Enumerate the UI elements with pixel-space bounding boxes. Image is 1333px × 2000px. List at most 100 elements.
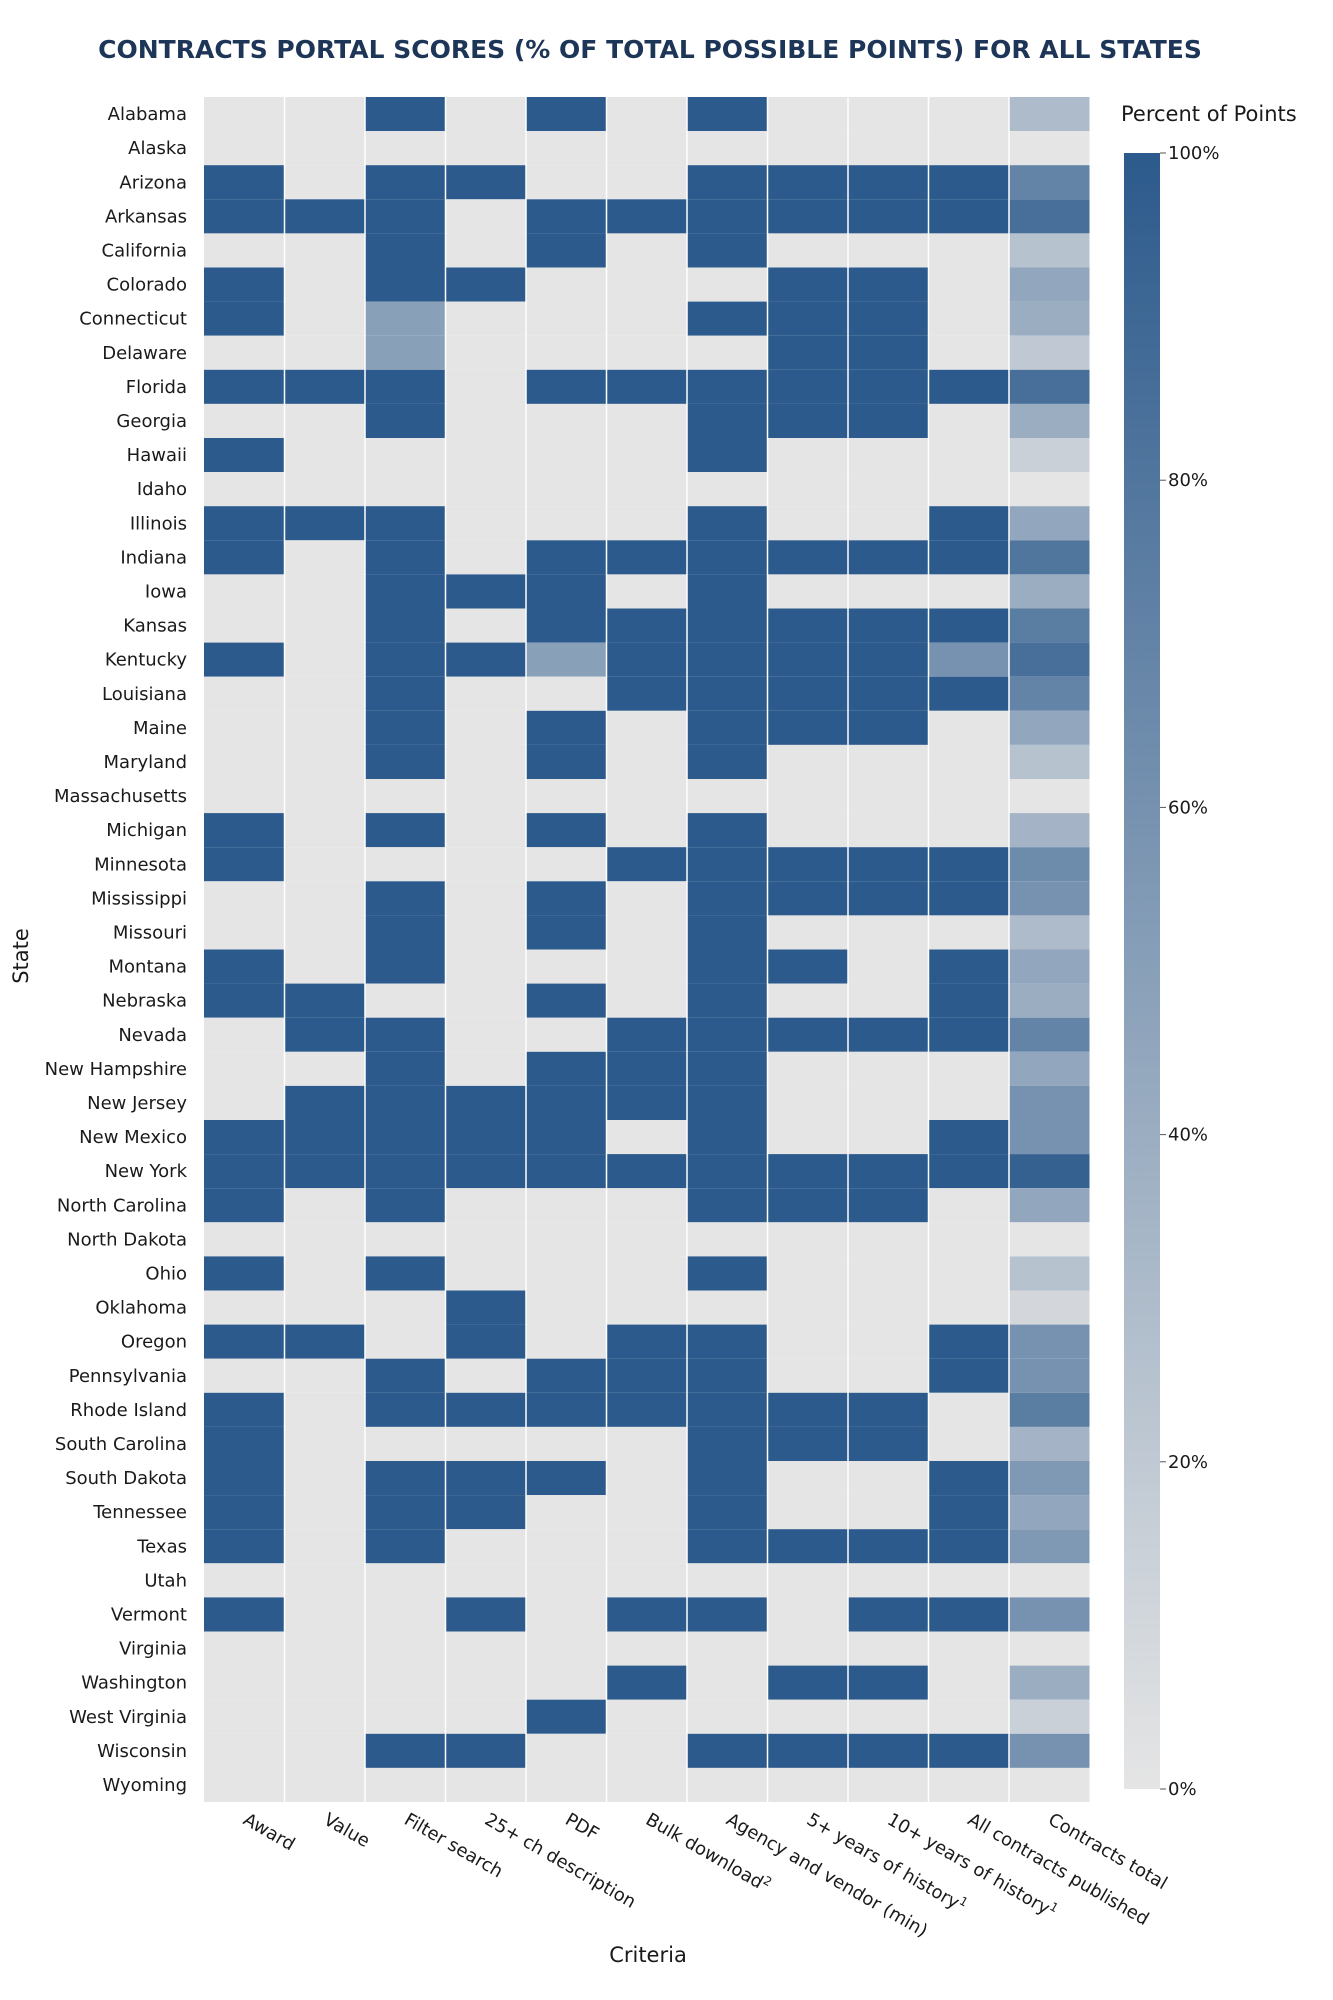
- heatmap-cell: [284, 1017, 365, 1052]
- heatmap-cell: [1009, 847, 1090, 882]
- heatmap-cell: [606, 233, 687, 268]
- heatmap-cell: [284, 1120, 365, 1155]
- heatmap-cell: [928, 608, 1009, 643]
- heatmap-cell: [284, 1051, 365, 1086]
- heatmap-cell: [204, 915, 285, 950]
- heatmap-cell: [848, 1426, 929, 1461]
- heatmap-cell: [365, 1529, 446, 1564]
- heatmap-cell: [365, 540, 446, 575]
- legend-title: Percent of Points: [1121, 102, 1297, 126]
- state-label: Montana: [109, 957, 187, 978]
- heatmap-cell: [1009, 1051, 1090, 1086]
- heatmap-cell: [928, 1699, 1009, 1734]
- heatmap-cell: [526, 915, 607, 950]
- heatmap-cell: [767, 1051, 848, 1086]
- heatmap-cell: [284, 847, 365, 882]
- heatmap-cell: [526, 608, 607, 643]
- heatmap-cell: [365, 847, 446, 882]
- state-label: Illinois: [130, 513, 187, 534]
- heatmap-cell: [1009, 983, 1090, 1018]
- heatmap-cell: [204, 881, 285, 916]
- heatmap-cell: [767, 165, 848, 200]
- heatmap-cell: [606, 1017, 687, 1052]
- heatmap-cell: [1009, 1188, 1090, 1223]
- heatmap-cell: [767, 608, 848, 643]
- heatmap-cell: [284, 744, 365, 779]
- heatmap-cell: [687, 438, 768, 473]
- heatmap-cell: [928, 779, 1009, 814]
- heatmap-cell: [526, 813, 607, 848]
- heatmap-cell: [687, 267, 768, 302]
- heatmap-cell: [767, 1699, 848, 1734]
- heatmap-cell: [526, 779, 607, 814]
- heatmap-cell: [526, 1665, 607, 1700]
- heatmap-cell: [1009, 574, 1090, 609]
- heatmap-cell: [928, 233, 1009, 268]
- heatmap-cell: [365, 608, 446, 643]
- state-label: Louisiana: [102, 684, 187, 705]
- heatmap-cell: [687, 710, 768, 745]
- heatmap-cell: [204, 779, 285, 814]
- heatmap-cell: [204, 1665, 285, 1700]
- heatmap-cell: [526, 1597, 607, 1632]
- heatmap-cell: [284, 1290, 365, 1325]
- state-label: West Virginia: [69, 1707, 187, 1728]
- heatmap-cell: [526, 472, 607, 507]
- heatmap-cell: [445, 165, 526, 200]
- heatmap-cell: [767, 1188, 848, 1223]
- heatmap-cell: [284, 97, 365, 132]
- heatmap-cell: [687, 335, 768, 370]
- state-label: Connecticut: [79, 309, 187, 330]
- heatmap-cell: [204, 540, 285, 575]
- criteria-label: Award: [240, 1809, 299, 1855]
- heatmap-cell: [1009, 710, 1090, 745]
- heatmap-cell: [445, 335, 526, 370]
- heatmap-cell: [526, 1461, 607, 1496]
- heatmap-cell: [365, 1051, 446, 1086]
- heatmap-cell: [606, 847, 687, 882]
- state-label: Alabama: [108, 104, 187, 125]
- legend-ticks: 100% 80% 60% 40% 20% 0%: [1160, 143, 1219, 1800]
- heatmap-cell: [848, 1733, 929, 1768]
- heatmap-cell: [284, 1324, 365, 1359]
- heatmap-cell: [365, 369, 446, 404]
- state-label: Michigan: [106, 820, 187, 841]
- heatmap-cell: [204, 1017, 285, 1052]
- heatmap-cell: [767, 1426, 848, 1461]
- heatmap-cell: [928, 1051, 1009, 1086]
- heatmap-cell: [445, 779, 526, 814]
- heatmap-cell: [687, 472, 768, 507]
- heatmap-cell: [445, 1495, 526, 1530]
- heatmap-cell: [928, 1120, 1009, 1155]
- heatmap-cell: [928, 1256, 1009, 1291]
- heatmap-cell: [606, 915, 687, 950]
- heatmap-cell: [687, 403, 768, 438]
- heatmap-cell: [606, 983, 687, 1018]
- heatmap-cell: [767, 301, 848, 336]
- heatmap-cell: [526, 847, 607, 882]
- heatmap-cell: [365, 1699, 446, 1734]
- heatmap-cell: [1009, 199, 1090, 234]
- heatmap-cell: [1009, 915, 1090, 950]
- heatmap-cell: [1009, 1767, 1090, 1802]
- heatmap-cell: [365, 506, 446, 541]
- criteria-label: PDF: [562, 1809, 603, 1845]
- heatmap-cell: [767, 813, 848, 848]
- heatmap-cell: [687, 983, 768, 1018]
- state-label: Maryland: [104, 752, 187, 773]
- heatmap-cell: [204, 335, 285, 370]
- heatmap-cell: [1009, 165, 1090, 200]
- heatmap-cell: [928, 949, 1009, 984]
- heatmap-cell: [526, 506, 607, 541]
- heatmap-cell: [526, 1767, 607, 1802]
- heatmap-cell: [365, 335, 446, 370]
- heatmap-cell: [848, 1665, 929, 1700]
- heatmap-cell: [445, 1699, 526, 1734]
- heatmap-cell: [526, 97, 607, 132]
- heatmap-cell: [445, 1529, 526, 1564]
- heatmap-cell: [687, 1256, 768, 1291]
- heatmap-cell: [365, 744, 446, 779]
- heatmap-cell: [445, 1461, 526, 1496]
- heatmap-cell: [204, 199, 285, 234]
